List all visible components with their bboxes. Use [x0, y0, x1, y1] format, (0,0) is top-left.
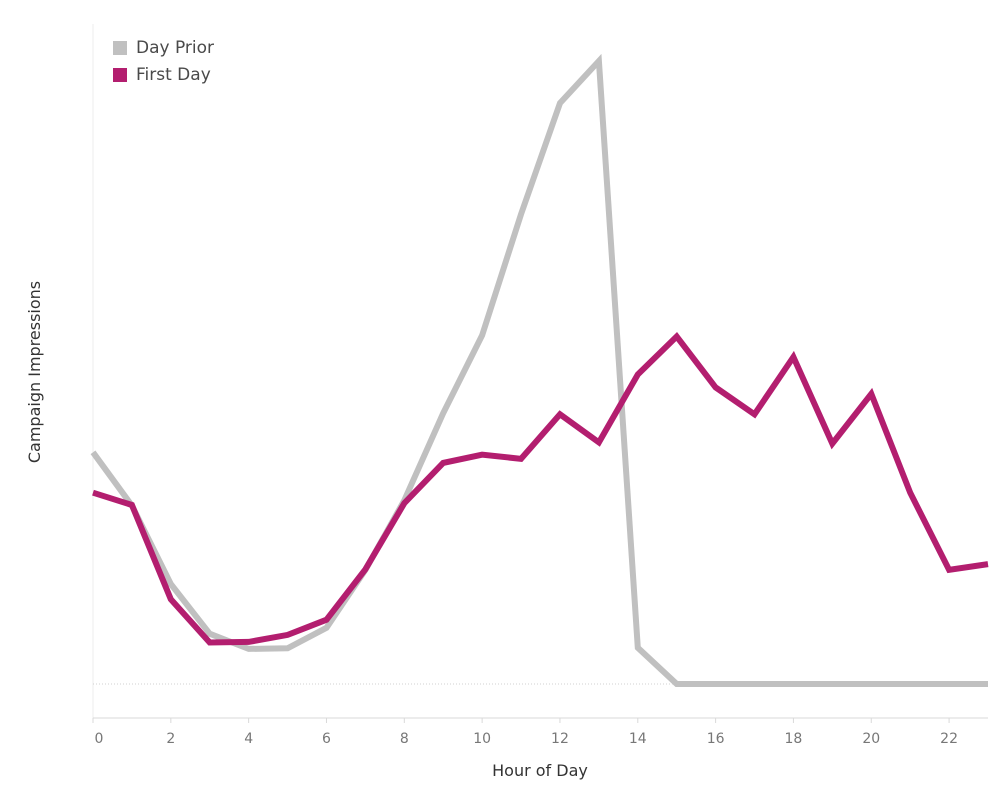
- data-point-first-day[interactable]: [207, 639, 213, 645]
- data-point-first-day[interactable]: [868, 391, 874, 397]
- series-line-day-prior[interactable]: [90, 53, 988, 687]
- data-point-first-day[interactable]: [518, 456, 524, 462]
- data-point-first-day[interactable]: [90, 490, 96, 496]
- x-tick-label: 10: [473, 731, 491, 747]
- legend-label-first-day: First Day: [136, 64, 211, 85]
- legend-swatch-first-day: [113, 67, 127, 82]
- data-point-first-day[interactable]: [168, 596, 174, 602]
- data-point-first-day[interactable]: [440, 460, 446, 466]
- data-point-first-day[interactable]: [362, 566, 368, 572]
- data-point-first-day[interactable]: [829, 441, 835, 447]
- x-tick-label: 14: [629, 731, 647, 747]
- data-point-first-day[interactable]: [401, 500, 407, 506]
- data-point-day-prior[interactable]: [557, 100, 563, 106]
- data-point-first-day[interactable]: [635, 372, 641, 378]
- data-point-day-prior[interactable]: [596, 58, 602, 64]
- x-tick-label: 20: [862, 731, 880, 747]
- x-tick-label: 2: [166, 731, 175, 747]
- data-point-first-day[interactable]: [985, 561, 991, 567]
- x-tick-label: 0: [95, 731, 104, 747]
- legend[interactable]: Day Prior First Day: [113, 34, 214, 88]
- data-point-day-prior[interactable]: [868, 681, 874, 687]
- data-point-day-prior[interactable]: [907, 681, 913, 687]
- data-point-first-day[interactable]: [129, 502, 135, 508]
- axes-layer: 0 2 4 6 8 10 12 14 16 18 20 22: [92, 24, 988, 747]
- data-point-day-prior[interactable]: [323, 625, 329, 631]
- data-point-day-prior[interactable]: [90, 449, 96, 455]
- data-point-day-prior[interactable]: [518, 211, 524, 217]
- legend-item-day-prior[interactable]: Day Prior: [113, 34, 214, 61]
- data-point-day-prior[interactable]: [752, 681, 758, 687]
- data-point-day-prior[interactable]: [285, 645, 291, 651]
- data-point-first-day[interactable]: [907, 490, 913, 496]
- data-point-first-day[interactable]: [323, 617, 329, 623]
- x-tick-label: 16: [707, 731, 725, 747]
- x-axis-title: Hour of Day: [492, 761, 588, 780]
- y-axis-title: Campaign Impressions: [25, 281, 44, 463]
- x-tick-label: 12: [551, 731, 569, 747]
- x-tick-label: 4: [244, 731, 253, 747]
- data-point-day-prior[interactable]: [790, 681, 796, 687]
- data-point-day-prior[interactable]: [946, 681, 952, 687]
- legend-item-first-day[interactable]: First Day: [113, 61, 214, 88]
- series-line-first-day[interactable]: [92, 331, 989, 646]
- data-point-day-prior[interactable]: [713, 681, 719, 687]
- data-point-day-prior[interactable]: [674, 681, 680, 687]
- data-point-first-day[interactable]: [946, 567, 952, 573]
- data-point-day-prior[interactable]: [168, 581, 174, 587]
- data-point-day-prior[interactable]: [479, 332, 485, 338]
- data-point-first-day[interactable]: [713, 384, 719, 390]
- data-point-first-day[interactable]: [285, 632, 291, 638]
- data-point-day-prior[interactable]: [246, 646, 252, 652]
- legend-label-day-prior: Day Prior: [136, 37, 215, 58]
- data-point-day-prior[interactable]: [985, 681, 991, 687]
- x-tick-label: 8: [400, 731, 409, 747]
- data-point-first-day[interactable]: [479, 452, 485, 458]
- data-point-first-day[interactable]: [674, 334, 680, 340]
- x-tick-label: 18: [785, 731, 803, 747]
- data-point-day-prior[interactable]: [440, 410, 446, 416]
- data-point-day-prior[interactable]: [635, 645, 641, 651]
- data-point-first-day[interactable]: [790, 354, 796, 360]
- data-point-first-day[interactable]: [246, 639, 252, 645]
- data-point-day-prior[interactable]: [829, 681, 835, 687]
- x-tick-label: 22: [940, 731, 958, 747]
- data-point-first-day[interactable]: [752, 411, 758, 417]
- lines-layer: [90, 53, 991, 687]
- x-tick-label: 6: [322, 731, 331, 747]
- data-point-first-day[interactable]: [557, 411, 563, 417]
- data-point-first-day[interactable]: [596, 439, 602, 445]
- legend-swatch-day-prior: [113, 40, 127, 55]
